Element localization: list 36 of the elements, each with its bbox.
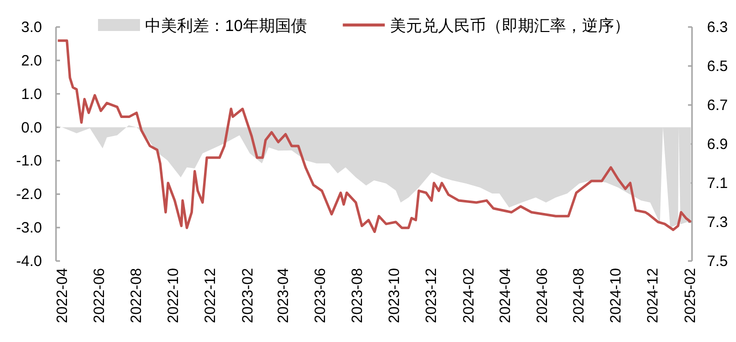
x-tick-label: 2023-06: [312, 268, 330, 324]
x-tick-label: 2024-04: [496, 268, 514, 324]
y2-tick-label: 7.1: [707, 175, 728, 192]
y2-tick-label: 6.5: [707, 58, 728, 75]
x-tick-label: 2022-06: [91, 268, 108, 324]
x-tick-label: 2022-08: [128, 268, 145, 324]
y-tick-label: 3.0: [21, 19, 42, 36]
legend-label: 中美利差：10年期国债: [145, 17, 307, 35]
x-tick-label: 2023-12: [422, 268, 440, 324]
y2-tick-label: 6.7: [707, 97, 728, 114]
y-tick-label: 0.0: [21, 119, 42, 136]
x-tick-label: 2022-10: [164, 268, 182, 324]
x-tick-label: 2022-12: [202, 268, 219, 324]
legend-label: 美元兑人民币（即期汇率，逆序）: [390, 17, 630, 35]
y2-tick-label: 7.5: [707, 253, 728, 270]
x-tick-label: 2022-04: [54, 268, 72, 324]
y-tick-label: -2.0: [16, 186, 42, 204]
x-tick-label: 2024-06: [534, 268, 551, 324]
x-tick-label: 2025-02: [682, 268, 700, 324]
y-tick-label: 2.0: [21, 52, 42, 70]
x-tick-label: 2024-02: [460, 268, 478, 324]
y-tick-label: -4.0: [16, 253, 42, 270]
x-tick-label: 2023-04: [275, 268, 292, 324]
y-tick-label: 1.0: [21, 86, 42, 103]
y-tick-label: -1.0: [16, 152, 42, 170]
x-tick-label: 2023-02: [239, 268, 256, 324]
x-tick-label: 2024-08: [570, 268, 588, 324]
x-tick-label: 2023-10: [386, 268, 403, 324]
x-tick-label: 2023-08: [349, 268, 366, 324]
y2-tick-label: 6.9: [707, 136, 728, 153]
x-tick-label: 2024-12: [644, 268, 662, 324]
line-series: [56, 39, 692, 233]
y2-tick-label: 7.3: [707, 214, 728, 231]
x-tick-label: 2024-10: [608, 268, 625, 324]
y2-tick-label: 6.3: [707, 19, 728, 36]
y-tick-label: -3.0: [16, 220, 42, 237]
